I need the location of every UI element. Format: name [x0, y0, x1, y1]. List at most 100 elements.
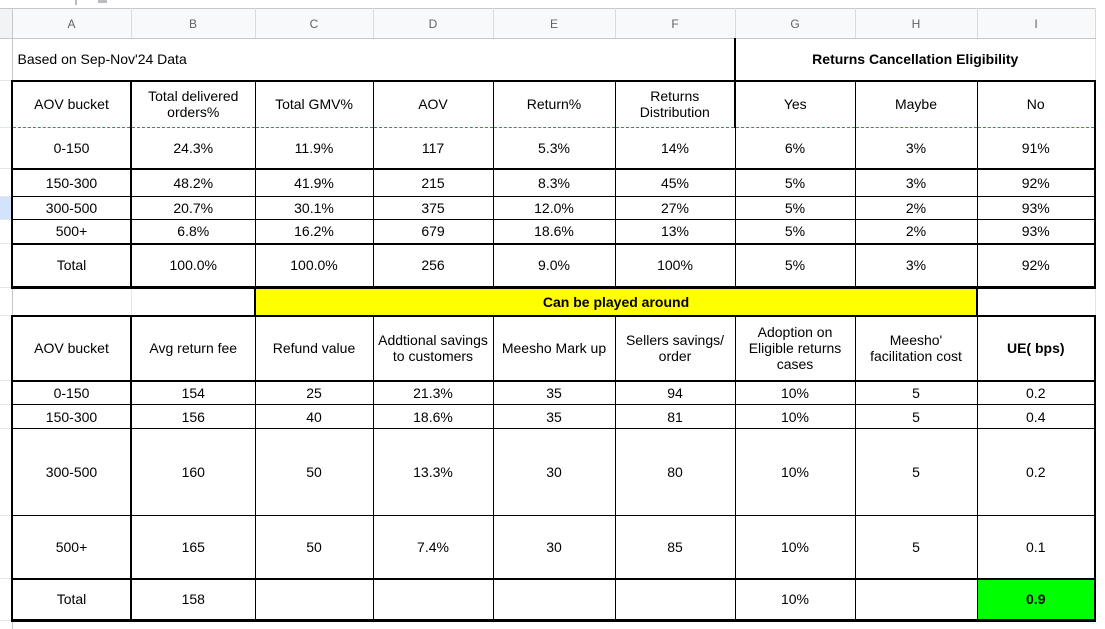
cell[interactable]: 5%: [734, 168, 855, 197]
column-header-d[interactable]: D: [373, 8, 494, 39]
column-header-a[interactable]: A: [12, 8, 132, 39]
column-header-h[interactable]: H: [855, 8, 978, 39]
cell[interactable]: Maybe: [854, 79, 977, 128]
cell[interactable]: Meesho' facilitation cost: [854, 315, 977, 382]
cell[interactable]: 13%: [614, 219, 735, 245]
cell[interactable]: 156: [130, 404, 255, 429]
row-gutter[interactable]: [0, 38, 13, 81]
cell[interactable]: [372, 578, 493, 622]
cell[interactable]: 18.6%: [372, 404, 493, 429]
cell[interactable]: 16.2%: [254, 219, 373, 245]
cell[interactable]: AOV: [372, 79, 493, 128]
cell[interactable]: No: [976, 79, 1096, 128]
cell[interactable]: 160: [130, 428, 255, 516]
cell[interactable]: 10%: [734, 428, 855, 516]
cell[interactable]: 150-300: [11, 404, 131, 429]
cell[interactable]: 81: [614, 404, 735, 429]
column-header-b[interactable]: B: [131, 8, 256, 39]
cell[interactable]: 3%: [854, 243, 977, 289]
row-gutter[interactable]: [0, 219, 13, 244]
cell[interactable]: 35: [492, 380, 615, 405]
column-header-i[interactable]: I: [977, 8, 1096, 39]
row-gutter[interactable]: [0, 168, 13, 197]
cell[interactable]: AOV bucket: [11, 79, 131, 128]
cell[interactable]: 375: [372, 196, 493, 220]
row-gutter[interactable]: [0, 287, 13, 316]
cell[interactable]: 5: [854, 428, 977, 516]
cell[interactable]: Meesho Mark up: [492, 315, 615, 382]
cell[interactable]: 85: [614, 515, 735, 580]
cell[interactable]: 14%: [614, 127, 735, 170]
cell[interactable]: 30.1%: [254, 196, 373, 220]
cell[interactable]: Total: [11, 578, 131, 622]
cell[interactable]: UE( bps): [976, 315, 1096, 382]
row-gutter[interactable]: [0, 404, 13, 429]
cell[interactable]: 27%: [614, 196, 735, 220]
cell[interactable]: 100.0%: [254, 243, 373, 289]
cell[interactable]: Adoption on Eligible returns cases: [734, 315, 855, 382]
row-gutter[interactable]: [0, 620, 13, 629]
cell[interactable]: 35: [492, 404, 615, 429]
cell[interactable]: 165: [130, 515, 255, 580]
cell[interactable]: 13.3%: [372, 428, 493, 516]
cell[interactable]: 94: [614, 380, 735, 405]
cell[interactable]: 0.2: [976, 428, 1096, 516]
row-gutter[interactable]: [0, 196, 13, 220]
cell[interactable]: Returns Distribution: [614, 79, 735, 128]
cell[interactable]: 117: [372, 127, 493, 170]
row-gutter[interactable]: [0, 428, 13, 516]
cell[interactable]: Total delivered orders%: [130, 79, 255, 128]
cell[interactable]: 500+: [11, 515, 131, 580]
cell[interactable]: 6.8%: [130, 219, 255, 245]
cell[interactable]: 154: [130, 380, 255, 405]
cell[interactable]: 93%: [976, 196, 1096, 220]
cell[interactable]: 45%: [614, 168, 735, 197]
cell[interactable]: [854, 578, 977, 622]
column-header-g[interactable]: G: [735, 8, 856, 39]
cell[interactable]: AOV bucket: [11, 315, 131, 382]
column-header-f[interactable]: F: [615, 8, 736, 39]
cell[interactable]: [614, 578, 735, 622]
cell[interactable]: 7.4%: [372, 515, 493, 580]
cell[interactable]: 12.0%: [492, 196, 615, 220]
cell[interactable]: 50: [254, 428, 373, 516]
cell[interactable]: 5: [854, 404, 977, 429]
row-gutter[interactable]: [0, 243, 13, 288]
row-gutter[interactable]: [0, 80, 13, 128]
cell[interactable]: 18.6%: [492, 219, 615, 245]
cell[interactable]: 0.4: [976, 404, 1096, 429]
cell[interactable]: 10%: [734, 578, 855, 622]
cell[interactable]: 24.3%: [130, 127, 255, 170]
cell[interactable]: 256: [372, 243, 493, 289]
cell[interactable]: [12, 287, 131, 317]
cell[interactable]: 0.1: [976, 515, 1096, 580]
note-cell[interactable]: Based on Sep-Nov'24 Data: [12, 38, 735, 82]
cell[interactable]: 300-500: [11, 428, 131, 516]
cell[interactable]: 6%: [734, 127, 855, 170]
cell[interactable]: 300-500: [11, 196, 131, 220]
cell[interactable]: 30: [492, 515, 615, 580]
row-gutter[interactable]: [0, 127, 13, 169]
cell[interactable]: 11.9%: [254, 127, 373, 170]
cell[interactable]: 0.2: [976, 380, 1096, 405]
cell[interactable]: Sellers savings/ order: [614, 315, 735, 382]
cell[interactable]: 2%: [854, 196, 977, 220]
cell[interactable]: 25: [254, 380, 373, 405]
cell[interactable]: 92%: [976, 168, 1096, 197]
cell[interactable]: 0-150: [11, 127, 131, 170]
row-gutter[interactable]: [0, 315, 13, 381]
returns-cancellation-banner[interactable]: Returns Cancellation Eligibility: [734, 38, 1096, 82]
cell[interactable]: [977, 287, 1096, 317]
cell[interactable]: 20.7%: [130, 196, 255, 220]
cell[interactable]: 5%: [734, 243, 855, 289]
cell[interactable]: 500+: [11, 219, 131, 245]
cell[interactable]: 100.0%: [130, 243, 255, 289]
cell[interactable]: 3%: [854, 127, 977, 170]
cell[interactable]: 50: [254, 515, 373, 580]
cell[interactable]: 0-150: [11, 380, 131, 405]
row-gutter[interactable]: [0, 578, 13, 621]
cell[interactable]: 92%: [976, 243, 1096, 289]
select-all-corner[interactable]: [0, 8, 13, 39]
cell[interactable]: 93%: [976, 219, 1096, 245]
cell[interactable]: Refund value: [254, 315, 373, 382]
